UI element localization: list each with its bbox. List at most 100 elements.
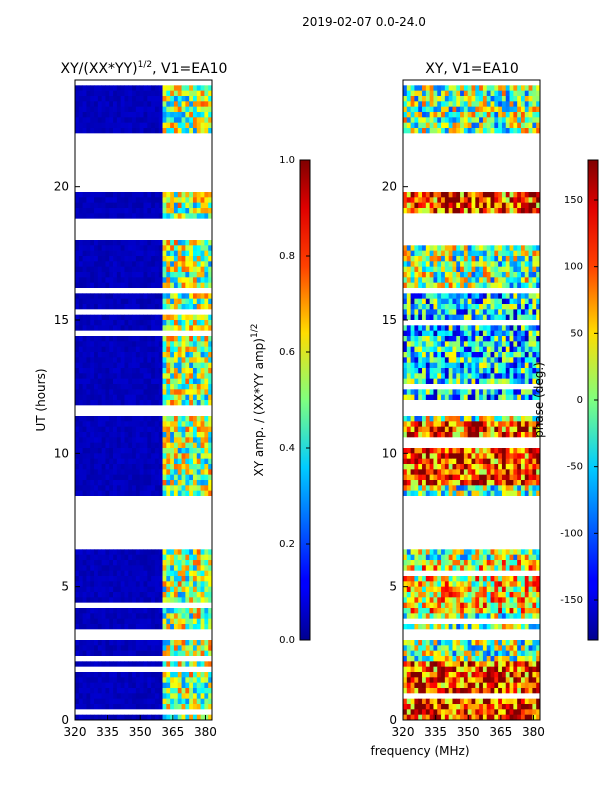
heatmap-cell xyxy=(498,373,503,380)
heatmap-cell xyxy=(505,293,510,300)
heatmap-cell xyxy=(490,373,495,380)
heatmap-cell xyxy=(501,282,507,289)
heatmap-cell xyxy=(490,298,495,305)
heatmap-cell xyxy=(158,698,163,705)
heatmap-cell xyxy=(181,384,186,390)
heatmap-cell xyxy=(90,250,95,257)
heatmap-cell xyxy=(452,490,457,497)
blank-row xyxy=(403,400,540,406)
heatmap-cell xyxy=(505,394,510,401)
heatmap-cell xyxy=(528,421,533,428)
heatmap-cell xyxy=(490,346,495,353)
heatmap-cell xyxy=(200,362,205,369)
heatmap-cell xyxy=(181,645,186,652)
heatmap-cell xyxy=(192,96,198,102)
heatmap-cell xyxy=(158,389,163,396)
heatmap-cell xyxy=(433,357,438,364)
heatmap-cell xyxy=(113,480,118,486)
heatmap-cell xyxy=(97,357,103,364)
heatmap-cell xyxy=(532,106,537,113)
heatmap-cell xyxy=(120,565,125,572)
heatmap-cell xyxy=(437,448,442,454)
heatmap-cell xyxy=(425,293,431,300)
heatmap-cell xyxy=(90,565,95,572)
heatmap-cell xyxy=(128,693,133,700)
heatmap-cell xyxy=(200,277,205,284)
heatmap-cell xyxy=(109,197,114,204)
heatmap-cell xyxy=(177,458,182,465)
heatmap-cell xyxy=(482,298,488,305)
heatmap-cell xyxy=(528,106,533,113)
heatmap-cell xyxy=(158,586,163,593)
heatmap-cell xyxy=(75,394,80,401)
heatmap-cell xyxy=(181,448,186,454)
heatmap-cell xyxy=(192,378,198,385)
heatmap-cell xyxy=(177,464,182,470)
heatmap-cell xyxy=(82,346,87,353)
heatmap-cell xyxy=(448,373,453,380)
heatmap-cell xyxy=(151,485,156,492)
heatmap-cell xyxy=(192,554,198,561)
heatmap-cell xyxy=(177,282,182,289)
heatmap-cell xyxy=(170,704,175,710)
heatmap-cell xyxy=(75,101,80,108)
heatmap-cell xyxy=(177,122,182,129)
heatmap-cell xyxy=(158,565,163,572)
heatmap-cell xyxy=(94,192,99,198)
heatmap-cell xyxy=(154,698,160,705)
heatmap-cell xyxy=(471,485,476,492)
heatmap-cell xyxy=(94,565,99,572)
heatmap-cell xyxy=(82,352,87,358)
heatmap-cell xyxy=(471,325,476,332)
heatmap-cell xyxy=(208,677,212,684)
heatmap-cell xyxy=(109,389,114,396)
heatmap-cell xyxy=(448,485,453,492)
heatmap-cell xyxy=(192,581,198,588)
heatmap-cell xyxy=(403,298,408,305)
heatmap-cell xyxy=(75,256,80,262)
heatmap-cell xyxy=(173,352,179,358)
heatmap-cell xyxy=(101,384,106,390)
heatmap-cell xyxy=(509,421,514,428)
heatmap-cell xyxy=(452,389,457,396)
heatmap-cell xyxy=(82,650,87,657)
heatmap-cell xyxy=(463,490,469,497)
heatmap-cell xyxy=(177,416,182,422)
heatmap-cell xyxy=(113,357,118,364)
heatmap-cell xyxy=(192,570,198,577)
heatmap-cell xyxy=(86,490,91,497)
heatmap-cell xyxy=(158,421,163,428)
heatmap-cell xyxy=(78,485,84,492)
heatmap-cell xyxy=(520,122,526,129)
heatmap-cell xyxy=(208,106,212,113)
heatmap-cell xyxy=(78,618,84,625)
heatmap-cell xyxy=(135,416,141,422)
heatmap-cell xyxy=(158,90,163,97)
heatmap-cell xyxy=(105,192,110,198)
heatmap-cell xyxy=(517,480,522,486)
heatmap-cell xyxy=(185,352,190,358)
heatmap-cell xyxy=(444,298,450,305)
heatmap-cell xyxy=(403,117,408,124)
heatmap-cell xyxy=(437,480,442,486)
heatmap-cell xyxy=(109,202,114,209)
heatmap-cell xyxy=(536,474,540,481)
blank-row xyxy=(75,144,212,150)
heatmap-cell xyxy=(158,576,163,582)
heatmap-cell xyxy=(82,688,87,694)
heatmap-cell xyxy=(78,256,84,262)
heatmap-cell xyxy=(414,298,419,305)
heatmap-cell xyxy=(78,437,84,444)
heatmap-cell xyxy=(452,416,457,422)
heatmap-cell xyxy=(441,362,446,369)
heatmap-cell xyxy=(75,597,80,604)
heatmap-cell xyxy=(158,469,163,476)
heatmap-cell xyxy=(128,640,133,646)
heatmap-cell xyxy=(128,672,133,678)
heatmap-cell xyxy=(192,298,198,305)
heatmap-cell xyxy=(166,485,171,492)
heatmap-cell xyxy=(143,202,148,209)
heatmap-cell xyxy=(75,613,80,620)
heatmap-cell xyxy=(406,256,412,262)
heatmap-cell xyxy=(162,298,167,305)
